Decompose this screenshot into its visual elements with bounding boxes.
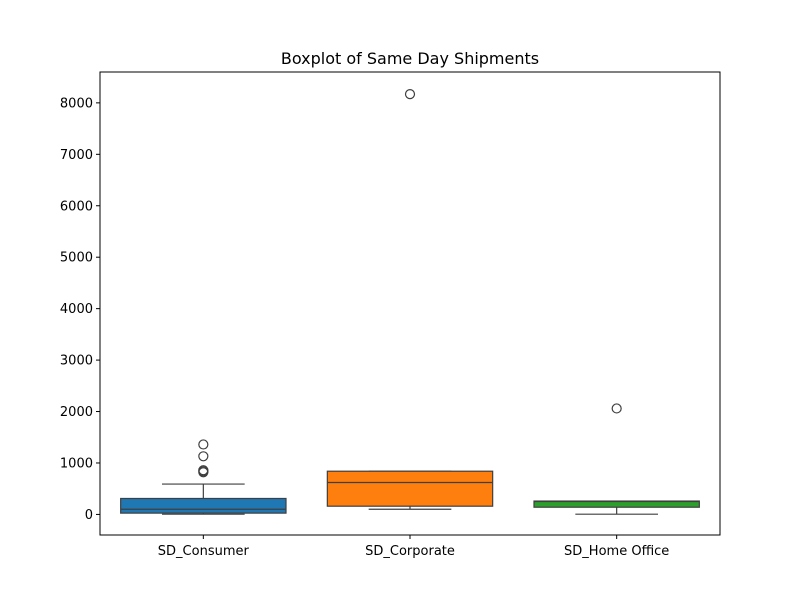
plot-frame <box>99 71 721 536</box>
y-tick-label: 7000 <box>60 148 93 163</box>
y-tick-label: 3000 <box>60 354 93 369</box>
y-tick-label: 6000 <box>60 199 93 214</box>
x-tick-label: SD_Corporate <box>365 544 455 559</box>
box <box>326 470 494 507</box>
chart-title: Boxplot of Same Day Shipments <box>281 49 539 68</box>
y-tick-label: 1000 <box>60 456 93 471</box>
plot-area <box>120 89 700 515</box>
axes: 0 1000 2000 3000 4000 5000 6000 7000 8000 SD_Cons… <box>60 96 669 559</box>
y-tick-label: 2000 <box>60 405 93 420</box>
outlier-point <box>198 465 209 476</box>
y-tick-label: 8000 <box>60 96 93 111</box>
box-group <box>533 403 700 515</box>
outlier-point <box>404 89 416 100</box>
outlier-point <box>198 439 209 450</box>
box <box>120 497 287 514</box>
box-group <box>326 89 494 510</box>
outlier-point <box>198 451 209 462</box>
outlier-point <box>611 403 622 414</box>
y-tick-label: 0 <box>85 508 93 523</box>
box-group <box>120 439 287 515</box>
x-tick-label: SD_Consumer <box>158 544 250 559</box>
x-tick-label: SD_Home Office <box>564 544 669 559</box>
y-tick-label: 4000 <box>60 302 93 317</box>
y-tick-label: 5000 <box>60 251 93 266</box>
